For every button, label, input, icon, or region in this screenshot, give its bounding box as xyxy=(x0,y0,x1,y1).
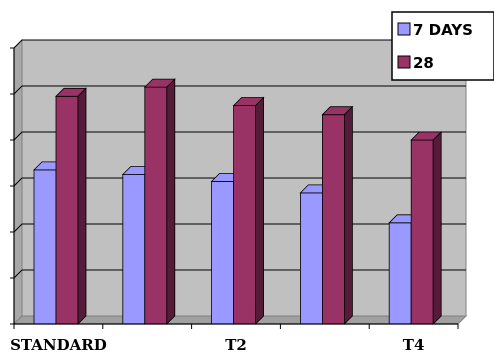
bar-front xyxy=(233,105,257,325)
x-tick-label: STANDARD xyxy=(10,336,107,354)
legend-label: 7 DAYS xyxy=(413,21,473,39)
gridline xyxy=(13,177,466,187)
bar-front xyxy=(33,169,57,325)
bar-side xyxy=(255,96,265,325)
bar-side xyxy=(77,87,87,325)
legend: 7 DAYS 28 xyxy=(391,11,494,81)
bar-front xyxy=(144,86,168,325)
x-tick-label: T4 xyxy=(403,336,425,354)
bar xyxy=(232,96,265,325)
bar-front xyxy=(55,95,79,325)
bar-front xyxy=(299,192,323,325)
bars xyxy=(33,78,443,325)
legend-label: 28 xyxy=(413,54,434,72)
bar xyxy=(55,87,87,325)
bar xyxy=(410,131,443,325)
bar-front xyxy=(388,222,412,325)
bar xyxy=(143,78,176,325)
axes xyxy=(10,47,459,329)
x-tick-labels: STANDARD T2 T4 xyxy=(10,336,424,354)
legend-swatch xyxy=(397,22,411,36)
bar-side xyxy=(166,78,176,325)
gridline xyxy=(13,39,466,49)
bar-front xyxy=(122,174,146,325)
bar-side xyxy=(432,131,442,325)
bar-front xyxy=(321,114,345,325)
bar xyxy=(321,105,354,325)
bar-front xyxy=(410,139,434,325)
x-tick-label: T2 xyxy=(225,336,247,354)
bar-side xyxy=(343,105,353,325)
bar-front xyxy=(211,180,235,325)
gridline xyxy=(13,85,466,95)
gridline xyxy=(13,131,466,141)
legend-swatch xyxy=(397,55,411,69)
